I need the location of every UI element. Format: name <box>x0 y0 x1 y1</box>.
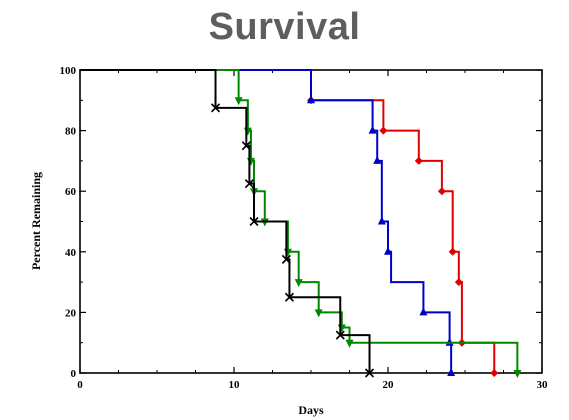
diamond-marker <box>414 156 423 165</box>
y-tick-label: 20 <box>65 307 77 319</box>
plot-frame <box>79 69 543 374</box>
series-layer <box>80 69 522 378</box>
axis-ticks: 0 10 20 30 0 20 40 60 80 100 <box>60 65 549 391</box>
x-marker <box>244 179 254 189</box>
survival-step-line <box>80 69 453 373</box>
series-4 <box>80 69 375 378</box>
x-tick-label: 0 <box>77 379 83 391</box>
triangle-up-marker <box>384 246 392 255</box>
triangle-up-marker <box>373 155 382 164</box>
series-1 <box>80 69 499 377</box>
y-tick-label: 0 <box>71 368 77 380</box>
x-marker <box>284 292 295 302</box>
x-marker <box>210 103 221 113</box>
diamond-marker <box>490 369 499 377</box>
survival-step-line <box>80 69 371 373</box>
x-tick-label: 10 <box>229 379 241 391</box>
series-3 <box>80 69 522 378</box>
x-marker <box>249 216 259 227</box>
y-tick-label: 100 <box>60 65 77 77</box>
diamond-marker <box>454 278 463 287</box>
diamond-marker <box>437 187 446 196</box>
x-marker <box>281 254 291 264</box>
y-tick-label: 80 <box>65 126 77 138</box>
triangle-up-marker <box>307 95 315 104</box>
x-marker <box>241 141 251 151</box>
x-marker <box>364 368 375 378</box>
x-tick-label: 30 <box>537 379 549 391</box>
diamond-marker <box>379 126 388 135</box>
triangle-up-marker <box>377 216 386 225</box>
diamond-marker <box>448 247 457 256</box>
triangle-up-marker <box>447 368 456 376</box>
triangle-down-marker <box>513 370 522 378</box>
triangle-down-marker <box>345 339 354 348</box>
y-tick-label: 60 <box>65 186 77 198</box>
x-marker <box>335 330 345 340</box>
x-axis-title: Days <box>298 403 324 417</box>
triangle-up-marker <box>368 125 377 134</box>
y-tick-label: 40 <box>65 247 77 259</box>
y-axis-title: Percent Remaining <box>29 172 43 270</box>
survival-step-line <box>80 69 519 373</box>
x-tick-label: 20 <box>383 379 395 391</box>
triangle-down-marker <box>234 97 243 106</box>
triangle-down-marker <box>294 279 303 288</box>
triangle-up-marker <box>419 307 428 316</box>
chart-title: Survival <box>208 6 361 48</box>
series-2 <box>80 69 456 376</box>
triangle-down-marker <box>314 309 323 318</box>
